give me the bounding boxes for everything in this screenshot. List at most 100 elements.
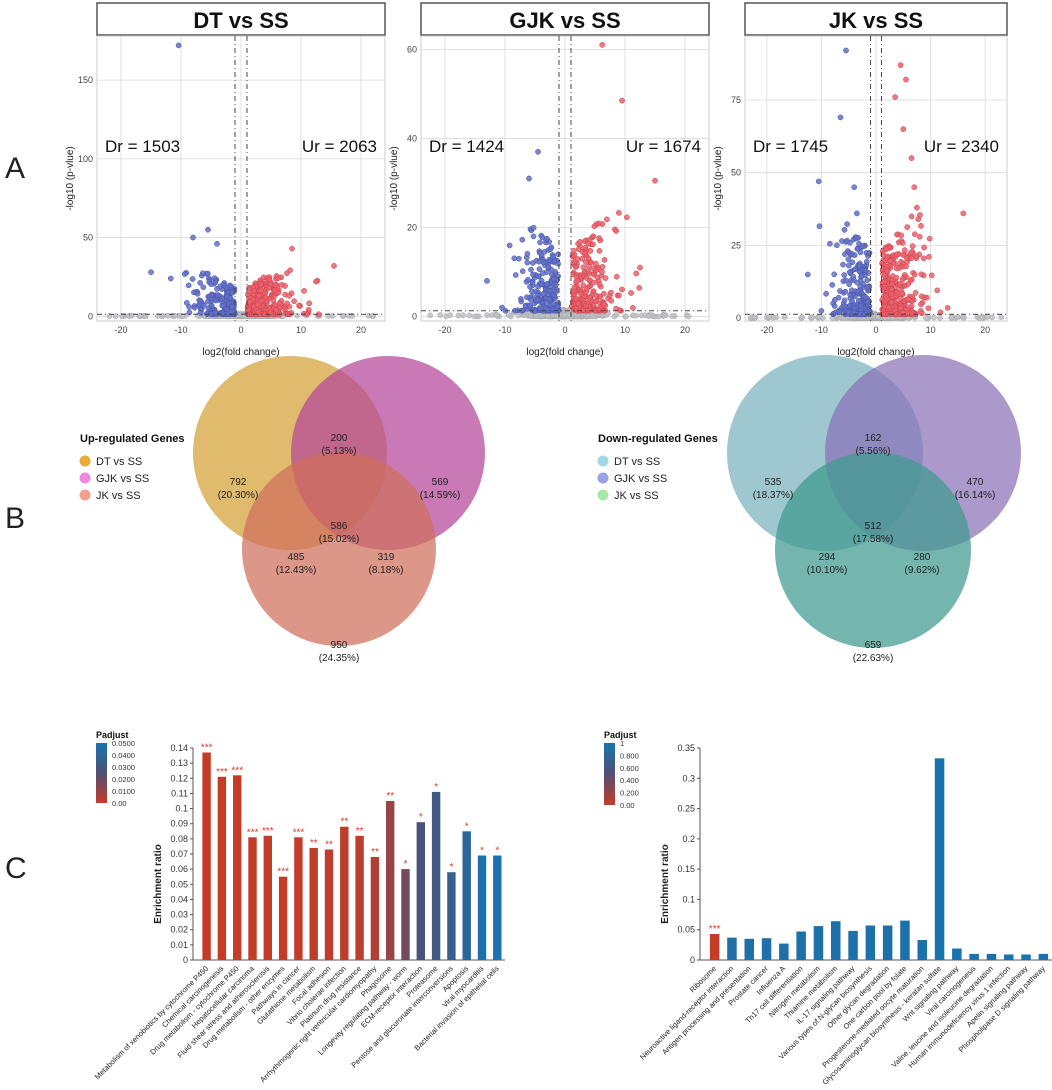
bar-14 bbox=[401, 869, 410, 960]
venn-legend-swatch bbox=[79, 489, 91, 501]
volcano-point bbox=[229, 304, 235, 310]
volcano-point bbox=[916, 233, 923, 240]
volcano-x-axis-label: log2(fold change) bbox=[202, 347, 279, 358]
venn-legend-swatch bbox=[597, 489, 609, 501]
volcano-point bbox=[844, 221, 850, 227]
volcano-point bbox=[862, 267, 869, 274]
volcano-point bbox=[628, 290, 634, 296]
volcano-point bbox=[888, 291, 894, 297]
volcano-point bbox=[601, 290, 607, 297]
volcano-y-tick-label: 20 bbox=[407, 222, 417, 232]
volcano-point bbox=[577, 239, 583, 245]
volcano-point bbox=[914, 204, 920, 211]
volcano-point bbox=[918, 293, 925, 300]
volcano-point bbox=[842, 288, 849, 295]
venn-legend-label: JK vs SS bbox=[614, 490, 659, 502]
venn-region-percent: (15.02%) bbox=[319, 534, 360, 545]
venn-region-count: 659 bbox=[865, 640, 882, 651]
volcano-point bbox=[900, 126, 907, 132]
volcano-point bbox=[284, 270, 290, 277]
volcano-point bbox=[254, 301, 261, 308]
bar-significance-stars: * bbox=[465, 821, 469, 832]
volcano-point bbox=[884, 268, 891, 275]
venn-circle-3 bbox=[242, 452, 436, 646]
volcano-point bbox=[106, 313, 113, 319]
volcano-point bbox=[652, 177, 658, 184]
venn-legend-swatch bbox=[597, 455, 609, 467]
volcano-point bbox=[889, 286, 895, 293]
volcano-point bbox=[529, 260, 536, 266]
volcano-point bbox=[256, 293, 262, 299]
volcano-point bbox=[214, 292, 221, 298]
venn-region-percent: (9.62%) bbox=[904, 565, 939, 576]
volcano-x-tick-label: 20 bbox=[980, 325, 990, 335]
bar-y-tick-label: 0.04 bbox=[170, 894, 188, 904]
bar-17 bbox=[447, 872, 456, 960]
bar-significance-stars: * bbox=[404, 859, 408, 870]
bar-20 bbox=[1038, 953, 1049, 960]
bar-11 bbox=[355, 835, 364, 960]
volcano-point bbox=[855, 297, 862, 304]
volcano-point bbox=[245, 307, 252, 313]
volcano-point bbox=[853, 235, 859, 242]
volcano-title: JK vs SS bbox=[829, 8, 923, 33]
volcano-x-axis-label: log2(fold change) bbox=[837, 347, 914, 358]
bar-y-tick-label: 0.3 bbox=[682, 773, 695, 783]
venn-region-percent: (24.35%) bbox=[319, 653, 360, 664]
colorbar-gradient bbox=[96, 743, 107, 803]
venn-region-count: 200 bbox=[331, 433, 348, 444]
volcano-point bbox=[573, 264, 580, 270]
volcano-point bbox=[918, 301, 924, 308]
volcano-point bbox=[899, 239, 906, 246]
volcano-point bbox=[835, 294, 842, 301]
volcano-point bbox=[522, 303, 529, 310]
volcano-point bbox=[921, 244, 927, 251]
venn-region-count: 950 bbox=[331, 640, 348, 651]
volcano-point bbox=[864, 283, 870, 290]
bar-significance-stars: * bbox=[419, 812, 423, 823]
volcano-y-tick-label: 25 bbox=[731, 240, 741, 250]
volcano-point bbox=[211, 275, 218, 282]
volcano-point bbox=[596, 235, 602, 241]
volcano-point bbox=[899, 290, 906, 297]
venn-legend-title: Down-regulated Genes bbox=[598, 433, 718, 445]
bar-y-tick-label: 0 bbox=[183, 955, 188, 965]
volcano-point bbox=[848, 287, 855, 294]
volcano-point bbox=[685, 313, 692, 320]
volcano-title-box bbox=[96, 2, 386, 36]
bar-y-tick-label: 0.11 bbox=[171, 788, 188, 798]
volcano-point bbox=[843, 47, 849, 54]
venn-region-count: 535 bbox=[765, 477, 782, 488]
volcano-point bbox=[547, 288, 554, 294]
volcano-title: DT vs SS bbox=[193, 8, 288, 33]
volcano-point bbox=[615, 292, 622, 299]
volcano-point bbox=[574, 277, 581, 284]
volcano-point bbox=[550, 276, 557, 283]
bar-4 bbox=[248, 837, 257, 960]
volcano-point bbox=[524, 259, 531, 266]
volcano-point bbox=[205, 270, 211, 277]
volcano-point bbox=[845, 308, 852, 315]
volcano-point bbox=[809, 314, 816, 321]
volcano-point bbox=[535, 148, 541, 155]
volcano-point bbox=[427, 312, 433, 319]
volcano-x-tick-label: -20 bbox=[760, 325, 773, 335]
volcano-point bbox=[506, 242, 513, 249]
volcano-point bbox=[561, 312, 568, 318]
volcano-point bbox=[179, 313, 186, 320]
volcano-x-tick-label: 20 bbox=[356, 325, 366, 335]
volcano-point bbox=[524, 250, 531, 257]
volcano-point bbox=[834, 242, 840, 249]
venn-region-count: 569 bbox=[432, 477, 449, 488]
volcano-point bbox=[889, 280, 895, 287]
venn-region-percent: (16.14%) bbox=[955, 490, 996, 501]
volcano-point bbox=[555, 251, 561, 258]
volcano-point bbox=[630, 304, 636, 311]
bar-7 bbox=[813, 926, 824, 960]
bar-y-tick-label: 0.25 bbox=[677, 804, 695, 814]
volcano-x-tick-label: 10 bbox=[926, 325, 936, 335]
volcano-point bbox=[804, 271, 811, 278]
volcano-point bbox=[212, 297, 219, 304]
